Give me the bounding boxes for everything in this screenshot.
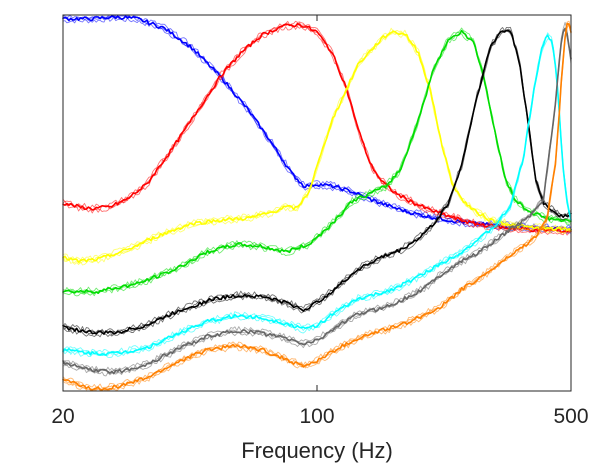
series-line	[62, 29, 572, 335]
series-echo-line	[62, 20, 572, 231]
x-axis-label: Frequency (Hz)	[241, 438, 393, 463]
x-tick-label: 20	[51, 405, 74, 428]
series-echo-line	[62, 15, 572, 231]
series-line	[62, 22, 572, 391]
plot-frame	[62, 14, 572, 392]
series-echo-line	[62, 32, 572, 354]
x-tick-layer: 20 100 500	[51, 15, 589, 428]
series-line	[62, 27, 572, 375]
series-echo-line	[62, 26, 572, 333]
series-group	[62, 27, 572, 297]
series-echo-line	[62, 20, 572, 389]
series-line	[62, 30, 572, 263]
series-line	[62, 29, 572, 294]
series-echo-line	[62, 23, 572, 391]
series-echo-line	[62, 16, 572, 234]
series-echo-line	[62, 29, 572, 377]
series-echo-line	[62, 28, 572, 374]
series-echo-line	[62, 29, 572, 295]
series-echo-line	[62, 30, 572, 338]
x-tick-label: 100	[299, 405, 334, 428]
series-group	[62, 20, 572, 391]
series-group	[62, 27, 572, 266]
series-group	[62, 32, 572, 358]
series-group	[62, 21, 572, 377]
series-group	[62, 26, 572, 338]
x-tick-label: 500	[553, 405, 588, 428]
series-echo-line	[62, 23, 572, 391]
series-echo-line	[62, 32, 572, 266]
series-group	[62, 15, 572, 234]
series-echo-line	[62, 38, 572, 358]
series-echo-line	[62, 34, 572, 357]
series-echo-line	[62, 21, 572, 372]
series-layer	[62, 15, 572, 391]
series-line	[62, 22, 572, 234]
series-echo-line	[62, 28, 572, 336]
series-echo-line	[62, 27, 572, 292]
series-line	[62, 34, 572, 356]
series-echo-line	[62, 15, 572, 230]
series-line	[62, 15, 572, 232]
